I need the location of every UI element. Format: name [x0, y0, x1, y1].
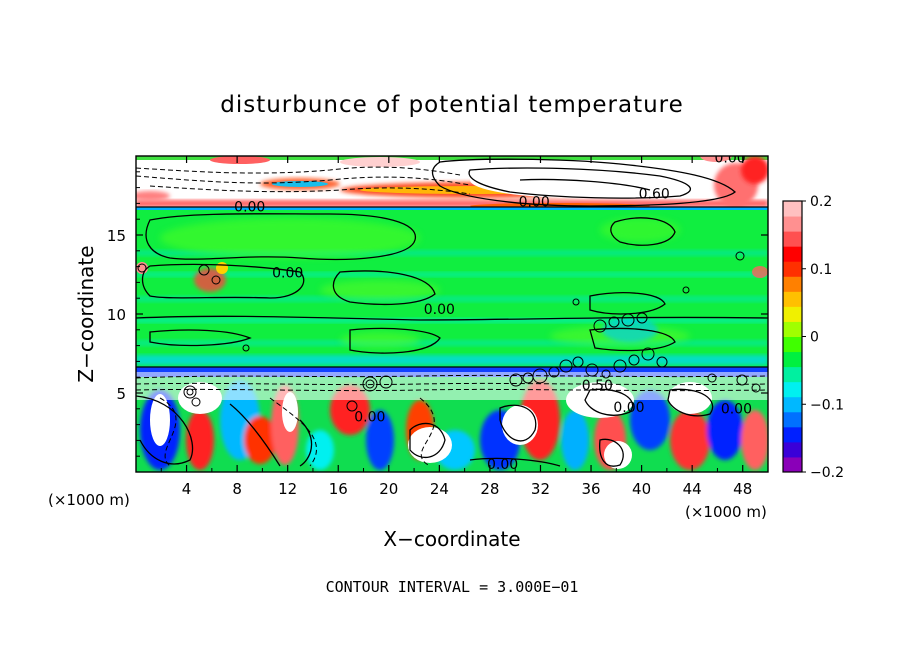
x-tick-label: 16	[329, 480, 348, 498]
contour-interval-note: CONTOUR INTERVAL = 3.000E−01	[326, 578, 579, 596]
x-axis: 4 8 12 16 20 24 28 32 36 40 44 48	[160, 156, 752, 498]
contour-label: 0.00	[234, 199, 265, 215]
colorbar-segment	[783, 456, 802, 473]
x-tick-label: 20	[379, 480, 398, 498]
contour-label: 0.00	[613, 400, 644, 416]
colorbar-segment	[783, 336, 802, 353]
colorbar-tick-label: 0.2	[810, 194, 832, 210]
y-axis: 5 10 15	[107, 171, 768, 457]
colorbar-segment	[783, 246, 802, 262]
x-tick-label: 28	[480, 480, 499, 498]
colorbar-segment	[783, 441, 802, 458]
x-tick-label: 32	[531, 480, 550, 498]
y-tick-label: 15	[107, 227, 126, 245]
contour-label: 0.60	[639, 187, 670, 203]
colorbar-segment	[783, 411, 802, 428]
x-tick-label: 48	[733, 480, 752, 498]
colorbar-segment	[783, 291, 802, 307]
colorbar: 0.2 0.1 0 −0.1 −0.2	[782, 194, 844, 481]
colorbar-segment	[783, 276, 802, 292]
contour-label: 0.00	[519, 195, 550, 211]
x-unit-label-right: (×1000 m)	[685, 503, 767, 521]
colorbar-segment	[783, 381, 802, 398]
lower-band	[136, 367, 768, 472]
colorbar-segment	[783, 321, 802, 337]
colorbar-segment	[783, 201, 802, 217]
contour-label: 0.00	[487, 457, 518, 473]
x-tick-label: 24	[430, 480, 449, 498]
contour-clusters	[137, 251, 761, 412]
colorbar-segment	[783, 261, 802, 277]
x-tick-label: 8	[232, 480, 242, 498]
colorbar-segment	[783, 351, 802, 368]
x-tick-label: 40	[632, 480, 651, 498]
contour-label: 0.00	[354, 409, 385, 425]
colorbar-segment	[783, 306, 802, 322]
x-tick-label: 44	[683, 480, 702, 498]
x-tick-label: 4	[182, 480, 192, 498]
contour-label: 0.00	[714, 150, 745, 166]
contour-label: 0.00	[721, 402, 752, 418]
contour-label: 0.50	[582, 378, 613, 394]
colorbar-segment	[783, 426, 802, 443]
upper-band	[136, 156, 768, 209]
y-tick-label: 5	[116, 385, 126, 403]
contour-label: 0.00	[272, 266, 303, 282]
x-axis-title: X−coordinate	[383, 527, 520, 551]
x-tick-label: 12	[278, 480, 297, 498]
y-axis-title: Z−coordinate	[74, 245, 98, 382]
colorbar-segment	[783, 231, 802, 247]
colorbar-tick-label: −0.1	[810, 397, 844, 413]
chart-title: disturbunce of potential temperature	[220, 92, 684, 118]
y-tick-label: 10	[107, 306, 126, 324]
x-unit-label-left: (×1000 m)	[48, 491, 130, 509]
plot-area: 0.000.000.000.00 0.600.000.500.000.000.00…	[136, 150, 768, 473]
x-tick-label: 36	[581, 480, 600, 498]
colorbar-segment	[783, 396, 802, 413]
colorbar-tick-label: −0.2	[810, 465, 844, 481]
colorbar-segment	[783, 216, 802, 232]
colorbar-segment	[783, 366, 802, 383]
colorbar-tick-label: 0	[810, 330, 819, 346]
contour-labels: 0.000.000.000.00 0.600.000.500.000.000.00…	[234, 150, 752, 473]
colorbar-tick-label: 0.1	[810, 262, 832, 278]
contour-label: 0.00	[424, 302, 455, 318]
